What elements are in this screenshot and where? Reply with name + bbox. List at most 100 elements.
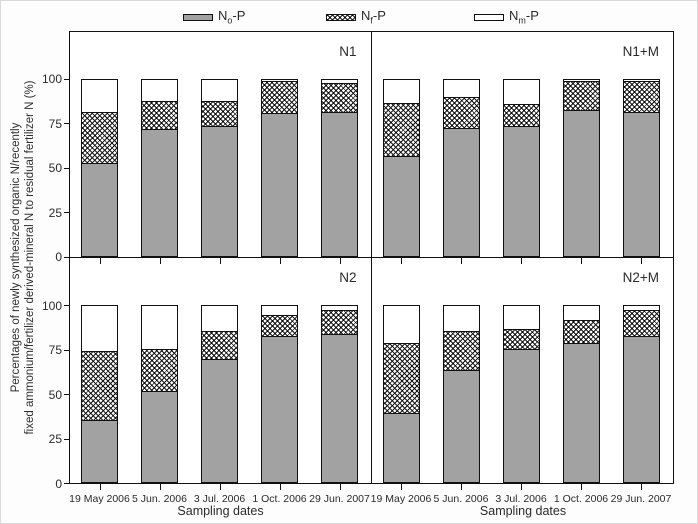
bar-segment-no-p <box>82 163 117 256</box>
x-axis-tick <box>641 484 642 490</box>
x-axis-tick <box>521 257 522 264</box>
legend-item-nf-p: Nf-P <box>326 9 386 25</box>
x-axis-tick-label: 3 Jul. 2006 <box>193 493 246 505</box>
bar-segment-nm-p <box>443 79 479 98</box>
legend-subscript: o <box>227 15 233 26</box>
bar-segment-nf-p <box>443 330 479 371</box>
legend-text: -P <box>525 7 539 23</box>
stacked-bar <box>261 305 298 483</box>
legend-subscript: m <box>518 15 526 26</box>
stacked-bar <box>562 305 600 483</box>
x-axis-tick <box>581 257 582 264</box>
bar-segment-nf-p <box>383 102 419 157</box>
bar-segment-no-p <box>202 359 237 482</box>
x-axis-tick <box>461 484 462 490</box>
legend-label-no-p: No-P <box>218 9 245 26</box>
y-axis-tick-label: 75 <box>48 343 62 357</box>
bar-segment-nf-p <box>262 81 297 114</box>
y-axis-tick <box>64 394 70 395</box>
y-axis-tick <box>64 305 70 306</box>
x-axis-tick-label: 19 May 2006 <box>370 493 432 505</box>
x-axis-tick <box>641 257 642 264</box>
legend-swatch-white-icon <box>474 13 504 21</box>
bar-segment-no-p <box>82 419 117 482</box>
legend-label-nm-p: Nm-P <box>509 9 539 26</box>
y-axis-tick-label: 0 <box>55 476 62 491</box>
panel-n2m: N2+M 19 May 2006 5 Jun. 2006 3 Jul. 2006 1 … <box>371 257 673 505</box>
x-axis-tick <box>279 257 281 264</box>
bar-segment-no-p <box>503 348 539 482</box>
x-axis-tick <box>461 257 462 264</box>
y-axis-tick <box>64 483 70 484</box>
x-axis-tick <box>581 484 582 490</box>
bar-segment-no-p <box>623 336 659 482</box>
bar-segment-nf-p <box>82 350 117 420</box>
bar-segment-nm-p <box>623 306 659 310</box>
bar-segment-nf-p <box>563 320 599 344</box>
x-axis-tick-label: 5 Jun. 2006 <box>433 493 489 505</box>
bar-segment-no-p <box>383 156 419 256</box>
y-axis-tick-label: 25 <box>48 432 62 446</box>
bar-segment-nm-p <box>563 79 599 82</box>
bar-segment-nf-p <box>322 309 357 335</box>
y-axis-tick <box>64 349 70 351</box>
bar-segment-no-p <box>383 412 419 482</box>
x-axis-tick-label: 5 Jun. 2006 <box>132 493 187 505</box>
x-axis-tick <box>401 484 402 490</box>
bar-segment-nm-p <box>503 79 539 105</box>
stacked-bar <box>81 78 118 257</box>
panel-n2: N2 19 May 2006 5 Jun. 2006 3 Jul. 2006 1 Oc… <box>42 257 372 505</box>
y-axis-tick <box>64 256 70 258</box>
x-axis-tick-label: 29 Jun. 2007 <box>610 493 672 505</box>
panel-n1m: N1+M <box>371 32 673 264</box>
y-axis-title-line1: Percentages of newly synthesized organic… <box>10 122 22 393</box>
bar-segment-nm-p <box>202 306 237 331</box>
bar-segment-nm-p <box>383 306 419 344</box>
bar-segment-nm-p <box>383 79 419 103</box>
bar-segment-nf-p <box>322 83 357 112</box>
bar-segment-nf-p <box>503 104 539 126</box>
panel-label-n2m: N2+M <box>622 269 659 285</box>
bar-segment-nf-p <box>503 329 539 349</box>
bar-segment-no-p <box>142 129 177 256</box>
y-axis-tick-label: 0 <box>55 250 62 264</box>
bar-segment-nm-p <box>322 79 357 84</box>
stacked-bar <box>622 78 660 257</box>
x-axis-tick <box>219 257 221 264</box>
bar-segment-nf-p <box>202 330 237 360</box>
stacked-bar <box>141 78 178 257</box>
bar-segment-no-p <box>623 111 659 256</box>
bar-segment-nm-p <box>563 306 599 321</box>
stacked-bar <box>141 305 178 483</box>
y-axis-tick-label: 50 <box>48 161 62 175</box>
bar-segment-no-p <box>563 109 599 256</box>
x-axis-tick <box>99 484 101 490</box>
y-axis-tick-label: 100 <box>41 72 62 86</box>
stacked-bar <box>201 78 238 257</box>
bar-segment-nm-p <box>262 79 297 82</box>
x-axis-tick <box>339 484 341 490</box>
bar-segment-nf-p <box>563 81 599 110</box>
bar-segment-nm-p <box>503 306 539 330</box>
stacked-bar <box>442 305 480 483</box>
stacked-bar <box>201 305 238 483</box>
bar-segment-no-p <box>443 127 479 256</box>
legend-text: N <box>361 7 371 23</box>
y-axis-tick <box>64 167 70 169</box>
stacked-bar <box>321 305 358 483</box>
bar-segment-nm-p <box>202 79 237 101</box>
bar-segment-nf-p <box>142 348 177 392</box>
legend-label-nf-p: Nf-P <box>361 9 386 26</box>
legend-item-nm-p: Nm-P <box>474 9 539 25</box>
x-axis-tick-label: 1 Oct. 2006 <box>553 493 609 505</box>
bar-segment-nm-p <box>142 79 177 101</box>
legend-subscript: f <box>370 15 373 26</box>
bar-segment-no-p <box>142 391 177 482</box>
y-axis-tick <box>64 123 70 124</box>
y-axis-tick-label: 25 <box>48 205 62 220</box>
y-axis-tick <box>64 438 70 440</box>
y-axis-tick-label: 100 <box>41 298 62 313</box>
bar-segment-nf-p <box>262 314 297 337</box>
legend-text: N <box>218 7 228 23</box>
stacked-bar <box>562 78 600 257</box>
